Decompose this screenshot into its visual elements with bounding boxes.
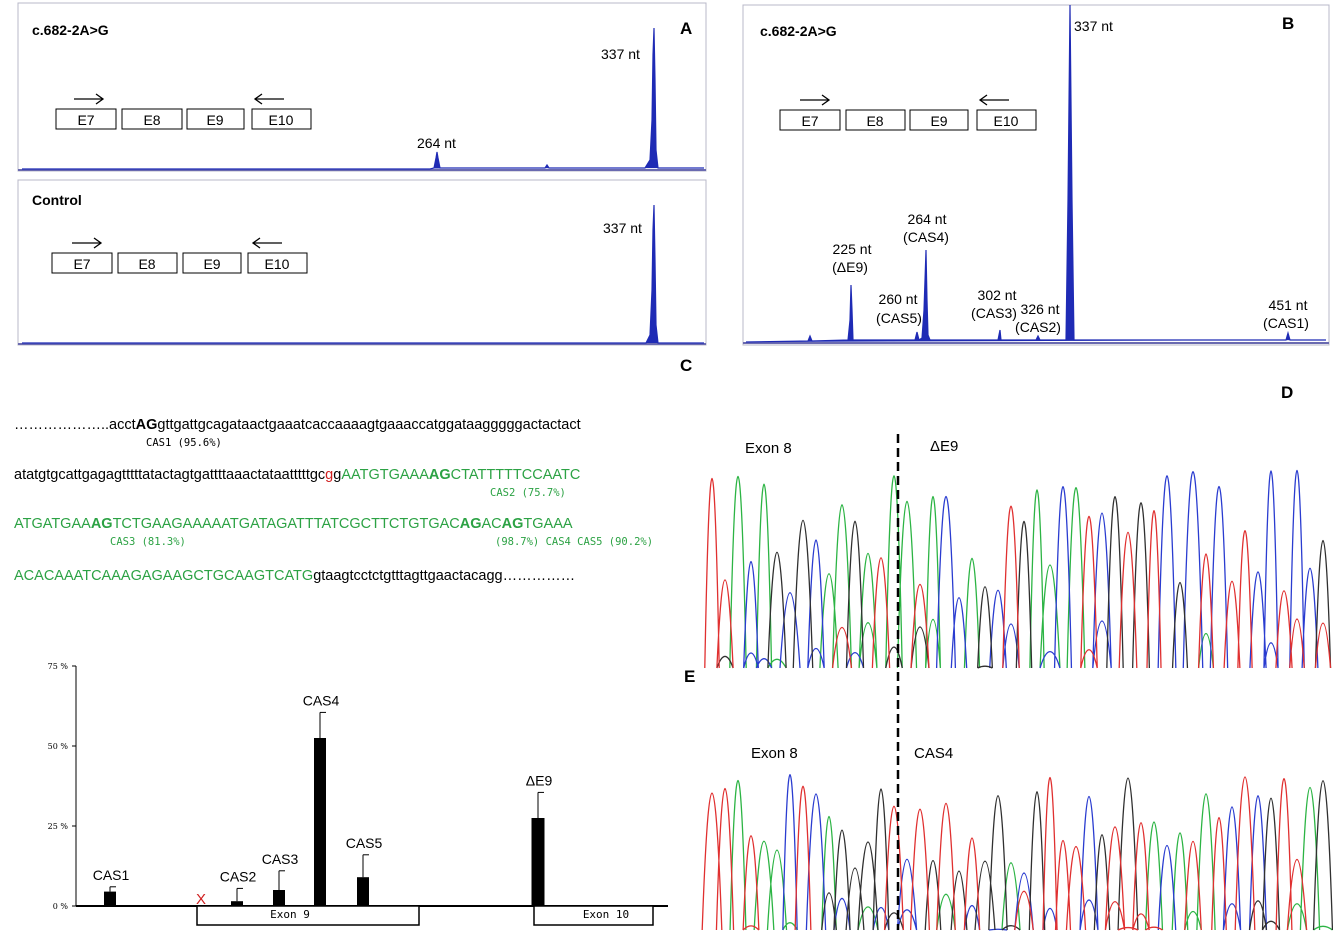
panel-b-peak-302-size: 302 nt — [978, 287, 1017, 303]
reverse-arrow-icon — [253, 93, 284, 105]
bar-cas5 — [357, 877, 369, 906]
panel-e-chart: 0 %25 %50 %75 % CAS1 CAS2CAS3CAS4CAS5ΔE9 … — [48, 662, 668, 926]
y-tick-label: 25 % — [48, 822, 69, 831]
chromatogram-top — [704, 469, 1332, 669]
bar-label: CAS5 — [346, 835, 383, 851]
y-tick-label: 75 % — [48, 662, 69, 671]
panel-b-exon-diagram: E7 E8 E9 E10 — [779, 94, 1037, 131]
bars: CAS1 CAS2 CAS3 CAS4 CAS5 ΔE9 — [93, 692, 553, 906]
exon-9-label: Exon 9 — [270, 908, 310, 921]
annot-cas4-cas5: (98.7%) CAS4 CAS5 (90.2%) — [495, 536, 654, 548]
exon-10-box — [533, 905, 654, 926]
exon-10-label: Exon 10 — [583, 908, 629, 921]
panel-b-trace — [745, 4, 1326, 343]
exon-e9: E9 — [930, 113, 947, 129]
annot-cas1: CAS1 (95.6%) — [146, 437, 222, 449]
exon-e10: E10 — [994, 113, 1019, 129]
chrom-bottom-left-label: Exon 8 — [751, 745, 798, 762]
panel-b-peak-326-size: 326 nt — [1021, 301, 1060, 317]
exon-e8: E8 — [143, 112, 160, 128]
bar-e9 — [531, 818, 545, 906]
exon-e8: E8 — [138, 256, 155, 272]
panel-d-letter: D — [1281, 383, 1293, 402]
exon-e7: E7 — [73, 256, 90, 272]
panel-control-exon-diagram: E7 E8 E9 E10 — [51, 237, 308, 274]
chromatogram-bottom — [701, 774, 1333, 931]
panel-a-letter: A — [680, 19, 692, 38]
exon-e7: E7 — [801, 113, 818, 129]
chrom-top-left-label: Exon 8 — [745, 440, 792, 457]
exon-e10: E10 — [269, 112, 294, 128]
panel-b-peak-264-size: 264 nt — [908, 211, 947, 227]
exon-e10: E10 — [265, 256, 290, 272]
panel-a-peak-337: 337 nt — [601, 46, 640, 62]
exon-e9: E9 — [203, 256, 220, 272]
exon-e9: E9 — [206, 112, 223, 128]
trace-t — [704, 478, 1332, 669]
panel-control-label: Control — [32, 192, 82, 208]
y-tick-label: 50 % — [48, 742, 69, 751]
panel-b-peak-260-size: 260 nt — [879, 291, 918, 307]
trace-a — [729, 780, 1333, 931]
panel-control: Control 337 nt E7 E8 E9 E10 — [17, 179, 707, 346]
panel-a-exon-diagram: E7 E8 E9 E10 — [55, 93, 312, 130]
annot-cas2: CAS2 (75.7%) — [490, 487, 566, 499]
panel-b-peak-302-name: (CAS3) — [971, 305, 1017, 321]
trace-t — [701, 776, 1308, 931]
panel-control-trace — [22, 204, 704, 344]
y-ticks: 0 % 25 % 50 % 75 % — [48, 662, 76, 911]
panel-b-letter: B — [1282, 14, 1294, 33]
bar-cas1 — [104, 891, 116, 906]
panel-b-peak-225-name: (ΔE9) — [832, 259, 868, 275]
forward-arrow-icon — [800, 94, 831, 106]
panel-control-peak-337: 337 nt — [603, 220, 642, 236]
panel-b-peak-225-size: 225 nt — [833, 241, 872, 257]
bar-label: CAS4 — [303, 692, 340, 708]
y-tick-label: 0 % — [53, 902, 69, 911]
bar-label: CAS1 — [93, 867, 130, 883]
panel-b-label: c.682-2A>G — [760, 23, 837, 39]
forward-arrow-icon — [74, 93, 105, 105]
trace-g — [821, 777, 1333, 931]
bar-label: CAS3 — [262, 851, 299, 867]
panel-b-peak-451-size: 451 nt — [1269, 297, 1308, 313]
seq-line-4: ACACAAATCAAAGAGAAGCTGCAAGTCATGgtaagtcctc… — [14, 568, 576, 584]
seq-line-2: atatgtgcattgagagtttttatactagtgattttaaact… — [14, 467, 581, 483]
exon-e8: E8 — [866, 113, 883, 129]
panel-c-letter: C — [680, 356, 692, 375]
forward-arrow-icon — [72, 237, 103, 249]
bar-label: CAS2 — [220, 868, 257, 884]
trace-a — [729, 475, 1215, 669]
seq-line-1: ………………..acctAGgttgattgcagataactgaaatcacc… — [14, 417, 581, 433]
bar-cas4 — [314, 738, 326, 906]
panel-a: c.682-2A>G A 264 nt 337 nt E7 E8 E9 E10 — [17, 2, 707, 172]
panel-b-peak-260-name: (CAS5) — [876, 310, 922, 326]
panel-b-peak-451-name: (CAS1) — [1263, 315, 1309, 331]
panel-b-peak-264-name: (CAS4) — [903, 229, 949, 245]
exon-9-box — [196, 905, 420, 926]
seq-line-3: ATGATGAAAGTCTGAAGAAAAATGATAGATTTATCGCTTC… — [14, 516, 573, 532]
panel-a-trace — [22, 27, 704, 170]
mutation-x-mark: X — [196, 891, 206, 908]
panel-b: c.682-2A>G B 337 nt 225 nt (ΔE9) 260 nt … — [742, 4, 1330, 346]
panel-b-peak-337: 337 nt — [1074, 18, 1113, 34]
chrom-bottom-right-label: CAS4 — [914, 745, 953, 762]
bar-cas3 — [273, 890, 285, 906]
panel-b-peak-326-name: (CAS2) — [1015, 319, 1061, 335]
panel-a-peak-264: 264 nt — [417, 135, 456, 151]
exon-e7: E7 — [77, 112, 94, 128]
trace-c — [743, 469, 1319, 669]
chrom-top-right-label: ΔE9 — [930, 438, 958, 455]
bar-label: ΔE9 — [526, 772, 553, 788]
trace-c — [782, 774, 1268, 931]
panel-e-letter: E — [684, 667, 695, 686]
panel-d: Exon 8 ΔE9 Exon 8 CAS4 — [701, 434, 1333, 931]
annot-cas3: CAS3 (81.3%) — [110, 536, 186, 548]
trace-g — [716, 496, 1332, 669]
panel-a-label: c.682-2A>G — [32, 22, 109, 38]
bar-cas2 — [231, 901, 243, 906]
reverse-arrow-icon — [251, 237, 282, 249]
reverse-arrow-icon — [978, 94, 1009, 106]
